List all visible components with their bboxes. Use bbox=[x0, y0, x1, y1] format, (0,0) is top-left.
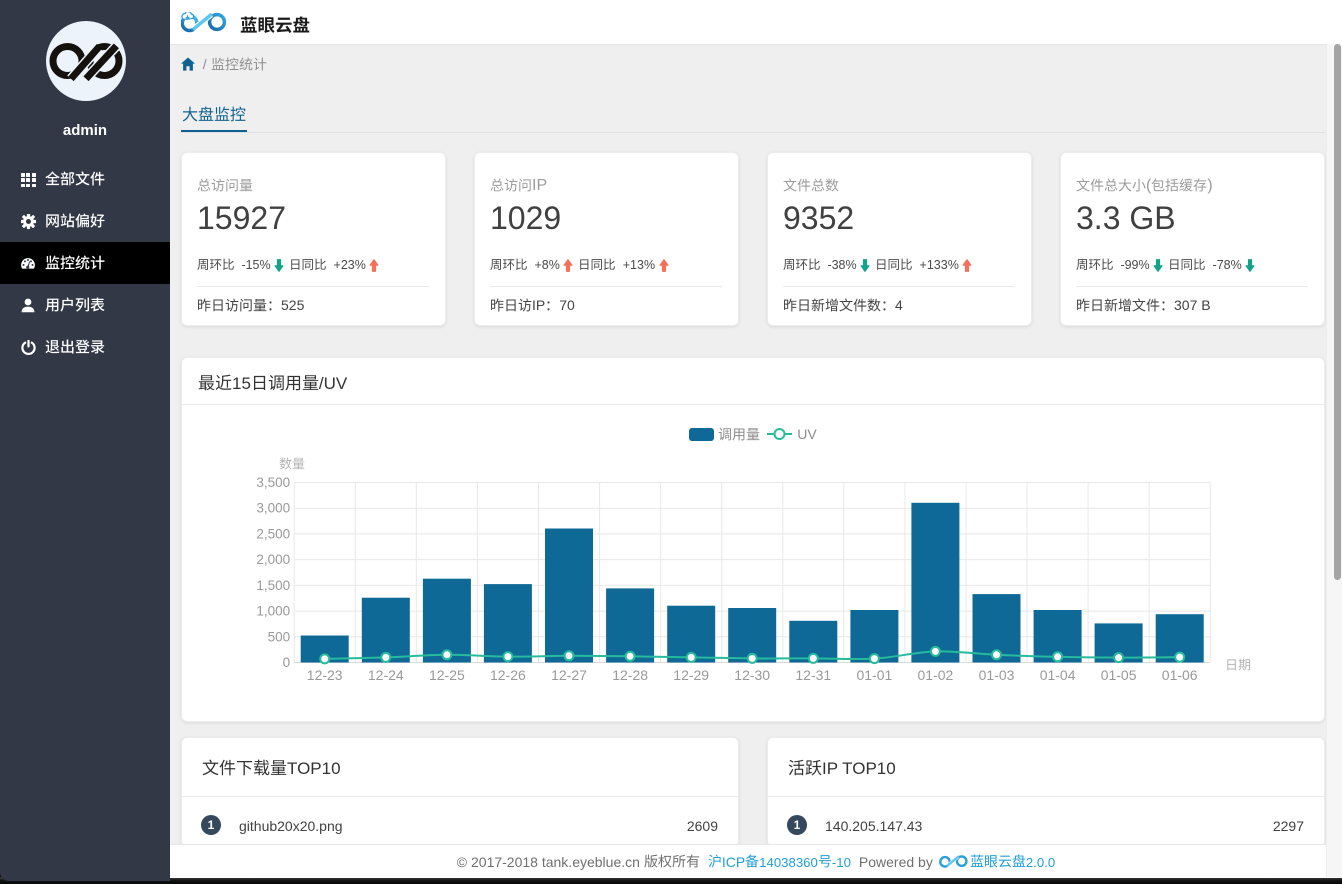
svg-text:0: 0 bbox=[283, 655, 291, 670]
svg-text:2,000: 2,000 bbox=[256, 552, 290, 567]
svg-text:01-02: 01-02 bbox=[917, 667, 953, 683]
svg-text:12-28: 12-28 bbox=[612, 667, 648, 683]
svg-text:12-24: 12-24 bbox=[368, 667, 404, 683]
svg-text:3,500: 3,500 bbox=[256, 475, 290, 490]
svg-text:12-23: 12-23 bbox=[307, 667, 343, 683]
svg-text:01-01: 01-01 bbox=[856, 667, 892, 683]
svg-text:01-03: 01-03 bbox=[979, 667, 1015, 683]
svg-text:12-25: 12-25 bbox=[429, 667, 465, 683]
svg-text:12-26: 12-26 bbox=[490, 667, 526, 683]
svg-text:12-27: 12-27 bbox=[551, 667, 587, 683]
svg-text:12-29: 12-29 bbox=[673, 667, 709, 683]
svg-text:1,000: 1,000 bbox=[256, 604, 290, 619]
svg-text:12-31: 12-31 bbox=[795, 667, 831, 683]
svg-text:500: 500 bbox=[268, 629, 291, 644]
svg-text:12-30: 12-30 bbox=[734, 667, 770, 683]
svg-text:1,500: 1,500 bbox=[256, 578, 290, 593]
svg-text:2,500: 2,500 bbox=[256, 526, 290, 541]
svg-text:3,000: 3,000 bbox=[256, 501, 290, 516]
svg-text:01-05: 01-05 bbox=[1101, 667, 1137, 683]
svg-text:01-06: 01-06 bbox=[1162, 667, 1198, 683]
svg-text:01-04: 01-04 bbox=[1040, 667, 1076, 683]
